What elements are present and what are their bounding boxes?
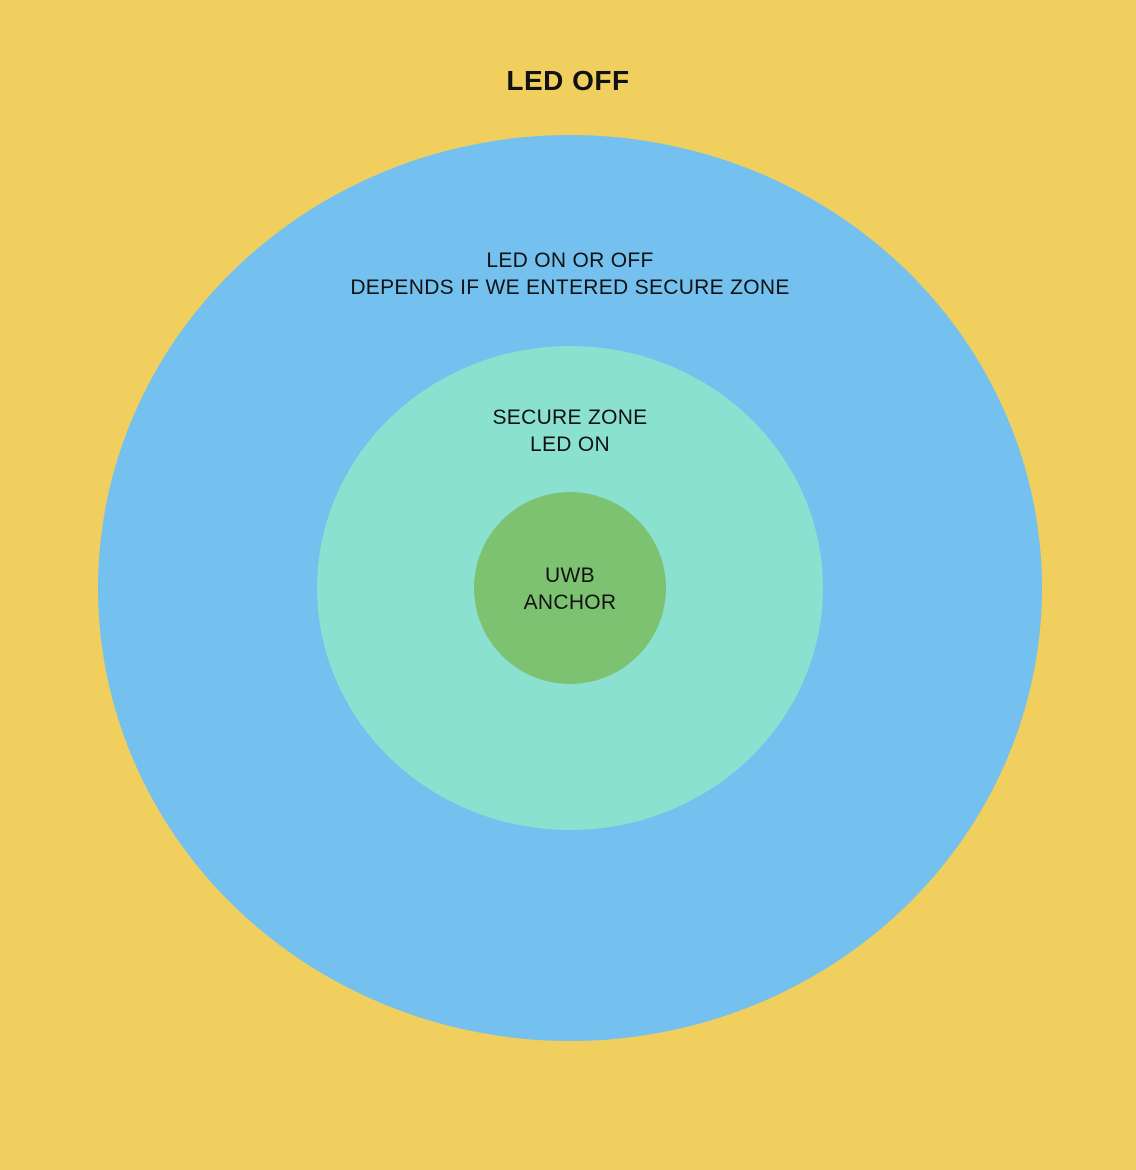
uwb-anchor-label-line-2: ANCHOR xyxy=(523,591,617,614)
secure-zone-label: SECURE ZONE LED ON xyxy=(0,404,1136,458)
uwb-anchor-label: UWB ANCHOR xyxy=(0,562,1136,616)
outer-zone-label-line-1: LED ON OR OFF xyxy=(486,249,654,272)
secure-zone-label-line-2: LED ON xyxy=(530,433,610,456)
uwb-anchor-label-line-1: UWB xyxy=(545,564,595,587)
outer-zone-label-line-2: DEPENDS IF WE ENTERED SECURE ZONE xyxy=(350,276,790,299)
uwb-anchor-circle xyxy=(474,492,666,684)
secure-zone-label-line-1: SECURE ZONE xyxy=(492,406,648,429)
diagram-title: LED OFF xyxy=(506,65,630,96)
outer-zone-label: LED ON OR OFF DEPENDS IF WE ENTERED SECU… xyxy=(0,247,1136,301)
